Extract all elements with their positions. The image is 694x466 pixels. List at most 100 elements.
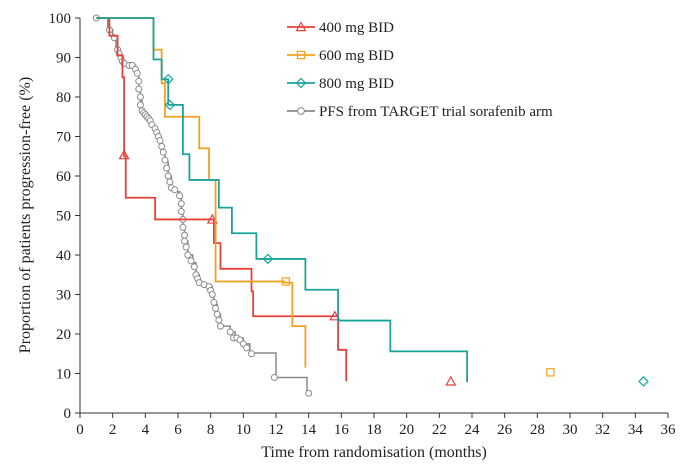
circle-marker bbox=[216, 322, 224, 330]
legend-item: 800 mg BID bbox=[287, 76, 394, 92]
x-tick-label: 24 bbox=[465, 422, 481, 438]
y-tick-label: 100 bbox=[49, 11, 72, 27]
series-3 bbox=[92, 14, 313, 397]
x-tick-label: 2 bbox=[109, 422, 117, 438]
legend-label: 600 mg BID bbox=[319, 48, 394, 64]
axes: 0 2 4 6 8 10 12 14 16 18 20 22 24 26 28 30 32 34 36 010203… bbox=[49, 11, 677, 438]
diamond-marker bbox=[295, 77, 307, 89]
series-line bbox=[96, 17, 348, 382]
circle-marker bbox=[166, 178, 174, 186]
x-tick-label: 10 bbox=[236, 422, 251, 438]
triangle-marker bbox=[206, 213, 218, 224]
circle-marker bbox=[179, 223, 187, 231]
circle-marker bbox=[163, 164, 171, 172]
x-tick-label: 4 bbox=[142, 422, 150, 438]
y-ticks: 0 10 20 30 40 50 60 70 80 90 100 bbox=[49, 11, 80, 422]
x-tick-label: 6 bbox=[174, 422, 182, 438]
circle-marker bbox=[161, 156, 169, 164]
square-marker bbox=[281, 277, 291, 286]
x-tick-label: 36 bbox=[661, 422, 677, 438]
legend-item: PFS from TARGET trial sorafenib arm bbox=[287, 104, 553, 120]
y-axis-title: Proportion of patients progression-free … bbox=[17, 77, 34, 353]
y-tick-label: 10 bbox=[56, 367, 71, 383]
circle-marker bbox=[212, 304, 220, 312]
circle-marker bbox=[156, 136, 164, 144]
circle-marker bbox=[159, 148, 167, 156]
circle-marker bbox=[248, 350, 255, 358]
circle-marker bbox=[190, 263, 198, 271]
circle-marker bbox=[171, 186, 179, 194]
circle-marker bbox=[133, 69, 141, 77]
circle-marker bbox=[182, 243, 190, 251]
x-tick-label: 32 bbox=[595, 422, 610, 438]
legend: 400 mg BID 600 mg BID 800 mg BID PFS from T… bbox=[287, 20, 553, 120]
x-axis-title: Time from randomisation (months) bbox=[261, 444, 487, 461]
y-tick-label: 60 bbox=[56, 169, 71, 185]
diamond-marker bbox=[262, 253, 274, 265]
circle-marker bbox=[135, 85, 143, 93]
y-tick-label: 20 bbox=[56, 327, 71, 343]
diamond-marker bbox=[638, 376, 649, 387]
circle-marker bbox=[210, 298, 218, 306]
x-tick-label: 18 bbox=[367, 422, 382, 438]
circle-marker bbox=[177, 208, 185, 216]
circle-marker bbox=[215, 316, 223, 324]
series-2 bbox=[96, 17, 649, 387]
circle-marker bbox=[135, 77, 143, 85]
x-tick-label: 22 bbox=[432, 422, 447, 438]
legend-item: 600 mg BID bbox=[287, 48, 394, 64]
y-tick-label: 40 bbox=[56, 248, 71, 264]
triangle-marker bbox=[445, 375, 457, 386]
series-0 bbox=[96, 17, 457, 386]
x-tick-label: 20 bbox=[399, 422, 414, 438]
triangle-marker bbox=[295, 21, 307, 32]
circle-marker bbox=[270, 373, 278, 381]
circle-marker bbox=[176, 192, 184, 200]
x-tick-label: 14 bbox=[301, 422, 317, 438]
circle-marker bbox=[226, 328, 234, 336]
x-tick-label: 12 bbox=[269, 422, 284, 438]
y-tick-label: 50 bbox=[56, 209, 71, 225]
series-line bbox=[96, 17, 468, 383]
circle-marker bbox=[213, 310, 221, 318]
y-tick-label: 70 bbox=[56, 130, 71, 146]
square-marker bbox=[546, 368, 555, 377]
diamond-marker bbox=[164, 99, 176, 111]
circle-marker bbox=[187, 257, 195, 265]
triangle-marker bbox=[118, 149, 130, 160]
y-tick-label: 90 bbox=[56, 51, 71, 67]
series-layer bbox=[92, 14, 649, 397]
y-tick-label: 30 bbox=[56, 288, 71, 304]
circle-marker bbox=[181, 237, 189, 245]
circle-marker bbox=[297, 107, 305, 115]
x-tick-label: 8 bbox=[207, 422, 215, 438]
square-marker bbox=[296, 50, 306, 60]
circle-marker bbox=[243, 344, 251, 352]
series-line bbox=[96, 17, 307, 368]
triangle-marker bbox=[329, 310, 341, 321]
circle-marker bbox=[177, 200, 185, 208]
x-tick-label: 34 bbox=[628, 422, 644, 438]
legend-label: PFS from TARGET trial sorafenib arm bbox=[319, 104, 553, 120]
legend-label: 400 mg BID bbox=[319, 20, 394, 36]
circle-marker bbox=[158, 142, 166, 150]
x-tick-label: 26 bbox=[497, 422, 513, 438]
circle-marker bbox=[305, 389, 313, 397]
y-tick-label: 0 bbox=[64, 406, 72, 422]
x-tick-label: 30 bbox=[563, 422, 578, 438]
circle-marker bbox=[136, 93, 144, 101]
circle-marker bbox=[164, 172, 172, 180]
x-ticks: 0 2 4 6 8 10 12 14 16 18 20 22 24 26 28 30 32 34 36 bbox=[76, 413, 676, 438]
y-tick-label: 80 bbox=[56, 90, 71, 106]
circle-marker bbox=[208, 291, 216, 298]
x-tick-label: 28 bbox=[530, 422, 545, 438]
series-1 bbox=[96, 17, 555, 377]
legend-item: 400 mg BID bbox=[287, 20, 394, 36]
circle-marker bbox=[136, 101, 144, 109]
circle-marker bbox=[184, 251, 192, 259]
legend-label: 800 mg BID bbox=[319, 76, 394, 92]
diamond-marker bbox=[162, 73, 174, 85]
x-tick-label: 0 bbox=[76, 422, 84, 438]
circle-marker bbox=[181, 231, 189, 239]
